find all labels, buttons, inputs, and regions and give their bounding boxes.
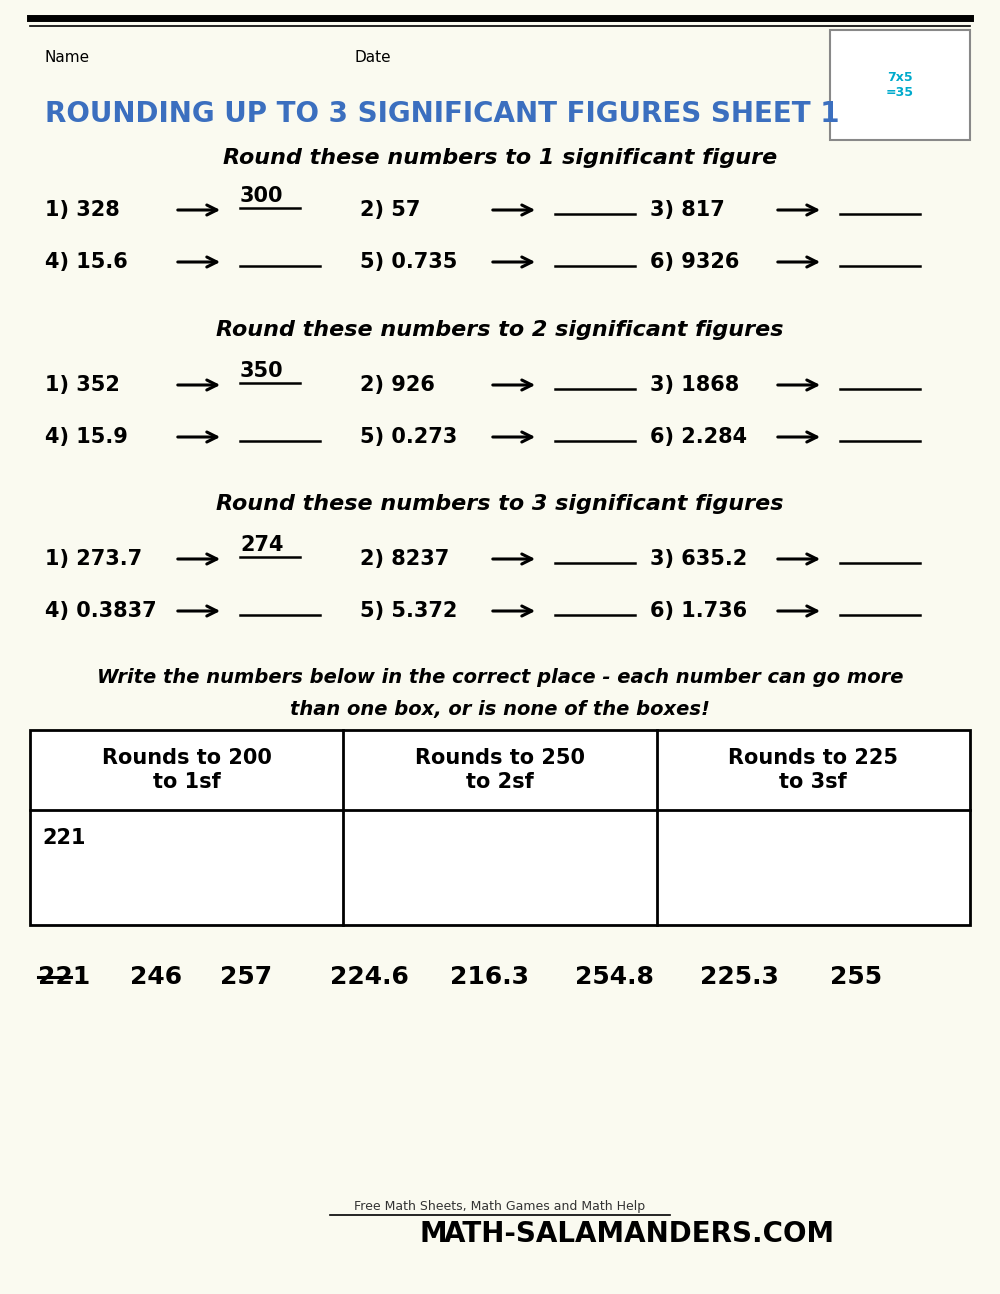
Text: 6) 9326: 6) 9326 xyxy=(650,252,739,272)
Text: 224.6: 224.6 xyxy=(330,965,409,989)
Text: 254.8: 254.8 xyxy=(575,965,654,989)
Text: Round these numbers to 2 significant figures: Round these numbers to 2 significant fig… xyxy=(216,320,784,340)
Text: 257: 257 xyxy=(220,965,272,989)
Text: Write the numbers below in the correct place - each number can go more: Write the numbers below in the correct p… xyxy=(97,668,903,687)
Text: 4) 0.3837: 4) 0.3837 xyxy=(45,600,157,621)
Text: 255: 255 xyxy=(830,965,882,989)
Text: 246: 246 xyxy=(130,965,182,989)
Text: 1) 328: 1) 328 xyxy=(45,201,120,220)
Text: 221: 221 xyxy=(42,828,86,848)
Text: ROUNDING UP TO 3 SIGNIFICANT FIGURES SHEET 1: ROUNDING UP TO 3 SIGNIFICANT FIGURES SHE… xyxy=(45,100,840,128)
Text: 2) 8237: 2) 8237 xyxy=(360,549,449,569)
Bar xyxy=(30,730,970,925)
Text: 6) 2.284: 6) 2.284 xyxy=(650,427,747,446)
Text: Round these numbers to 3 significant figures: Round these numbers to 3 significant fig… xyxy=(216,494,784,514)
Text: Rounds to 250
to 2sf: Rounds to 250 to 2sf xyxy=(415,748,585,792)
Text: 274: 274 xyxy=(240,534,284,555)
Text: 221: 221 xyxy=(38,965,90,989)
Text: 225.3: 225.3 xyxy=(700,965,779,989)
Text: 5) 0.273: 5) 0.273 xyxy=(360,427,457,446)
Text: 5) 5.372: 5) 5.372 xyxy=(360,600,457,621)
Text: than one box, or is none of the boxes!: than one box, or is none of the boxes! xyxy=(290,700,710,719)
Text: 6) 1.736: 6) 1.736 xyxy=(650,600,747,621)
Text: Round these numbers to 1 significant figure: Round these numbers to 1 significant fig… xyxy=(223,148,777,168)
Text: M: M xyxy=(420,1220,448,1247)
Text: 350: 350 xyxy=(240,361,284,380)
Text: 3) 1868: 3) 1868 xyxy=(650,375,739,395)
Text: 4) 15.6: 4) 15.6 xyxy=(45,252,128,272)
Text: 4) 15.9: 4) 15.9 xyxy=(45,427,128,446)
Text: Free Math Sheets, Math Games and Math Help: Free Math Sheets, Math Games and Math He… xyxy=(354,1200,646,1212)
Text: 7x5
=35: 7x5 =35 xyxy=(886,71,914,100)
Text: 1) 273.7: 1) 273.7 xyxy=(45,549,142,569)
Text: 3) 635.2: 3) 635.2 xyxy=(650,549,747,569)
Text: 216.3: 216.3 xyxy=(450,965,529,989)
Text: ATH-SALAMANDERS.COM: ATH-SALAMANDERS.COM xyxy=(444,1220,835,1247)
Text: 1) 352: 1) 352 xyxy=(45,375,120,395)
Text: 3) 817: 3) 817 xyxy=(650,201,725,220)
Text: 300: 300 xyxy=(240,186,284,206)
Text: Rounds to 225
to 3sf: Rounds to 225 to 3sf xyxy=(728,748,898,792)
Text: Date: Date xyxy=(355,50,392,65)
Bar xyxy=(830,30,970,140)
Text: Rounds to 200
to 1sf: Rounds to 200 to 1sf xyxy=(102,748,272,792)
Text: 2) 926: 2) 926 xyxy=(360,375,435,395)
Text: 2) 57: 2) 57 xyxy=(360,201,420,220)
Text: 5) 0.735: 5) 0.735 xyxy=(360,252,457,272)
Text: Name: Name xyxy=(45,50,90,65)
